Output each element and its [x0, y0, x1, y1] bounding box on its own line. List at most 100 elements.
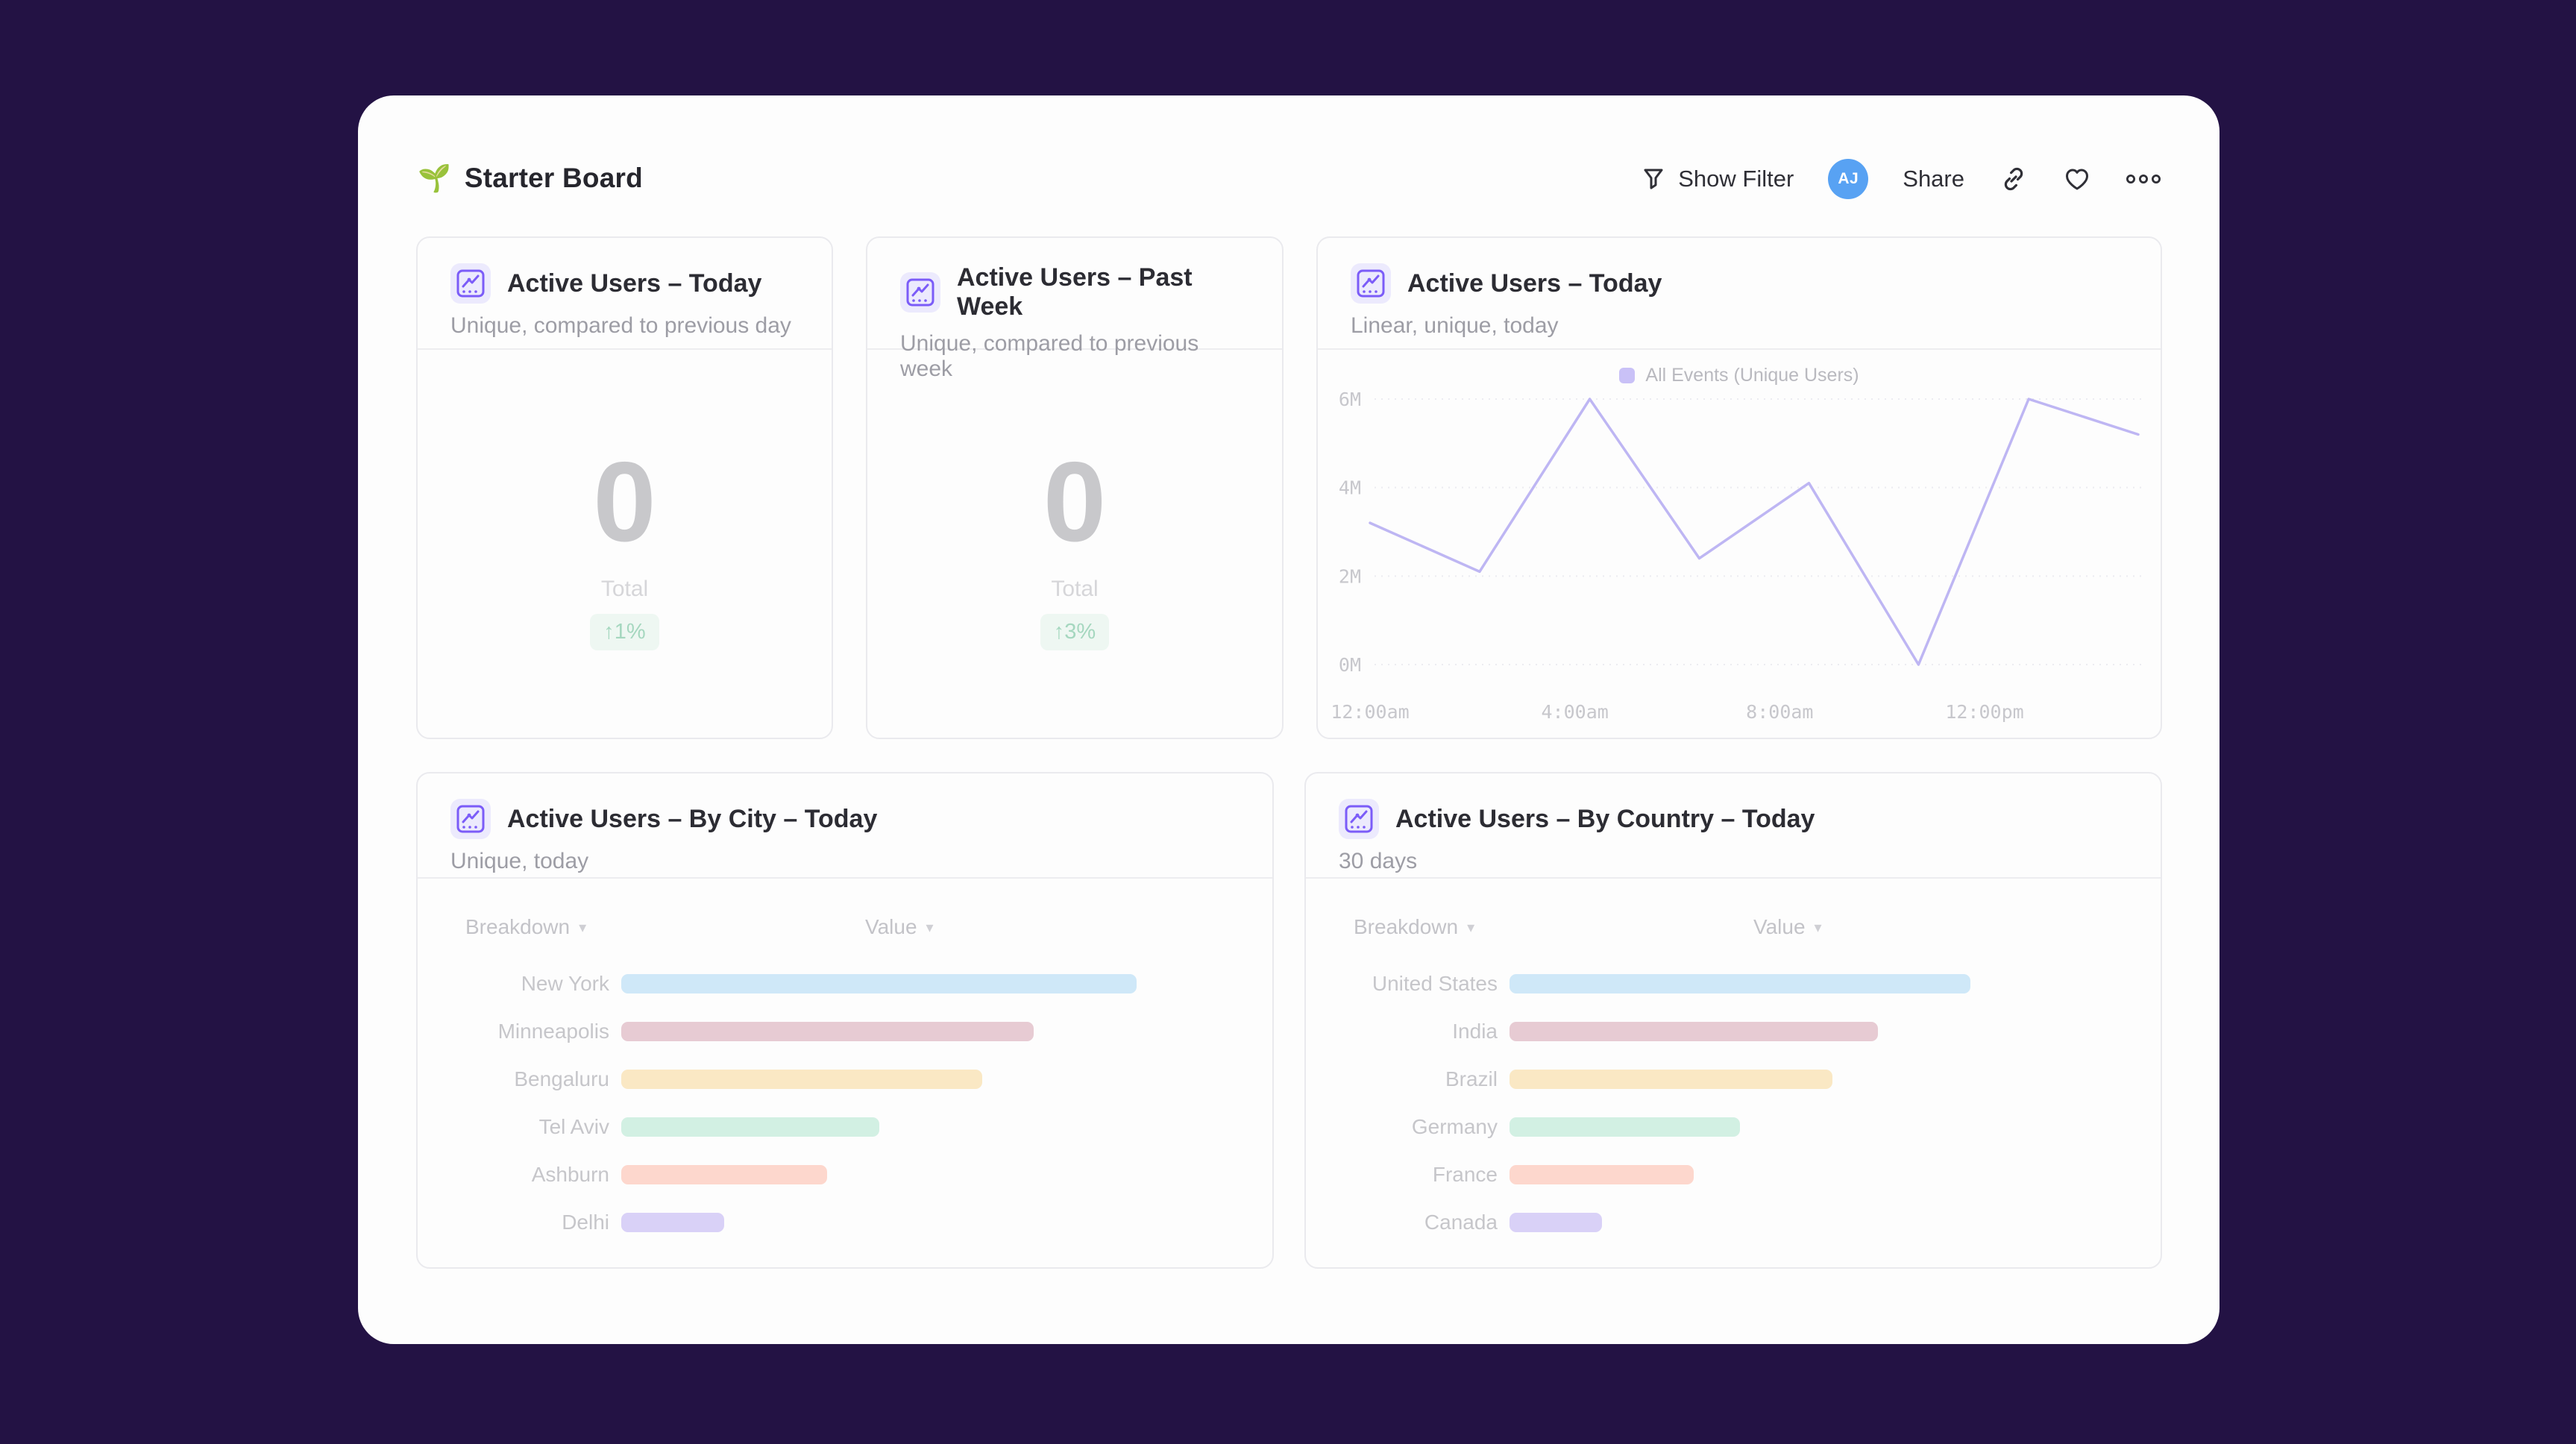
breakdown-row[interactable]: France [1306, 1151, 2116, 1199]
card-active-users-by-country[interactable]: Active Users – By Country – Today 30 day… [1304, 772, 2162, 1269]
value-column-dropdown[interactable]: Value ▾ [865, 915, 934, 939]
card-subtitle: Unique, compared to previous week [900, 331, 1199, 381]
breakdown-bar [621, 1070, 982, 1089]
chart-icon [900, 272, 940, 313]
value-column-label: Value [865, 915, 917, 938]
breakdown-row-label: Bengaluru [514, 1067, 609, 1090]
y-axis-tick: 4M [1339, 477, 1361, 499]
breakdown-row[interactable]: Bengaluru [418, 1055, 1228, 1103]
breakdown-column-dropdown[interactable]: Breakdown ▾ [1354, 915, 1474, 939]
breakdown-row-label: Brazil [1445, 1067, 1498, 1090]
breakdown-row[interactable]: New York [418, 960, 1228, 1008]
breakdown-row[interactable]: Brazil [1306, 1055, 2116, 1103]
card-header: Active Users – Today Unique, compared to… [418, 238, 832, 350]
board-toolbar: Show Filter AJ Share [1641, 157, 2161, 201]
breakdown-bar-track [1510, 1070, 2116, 1089]
breakdown-row[interactable]: India [1306, 1008, 2116, 1055]
breakdown-bar [1510, 1022, 1879, 1041]
share-button[interactable]: Share [1903, 166, 1964, 192]
line-chart-glyph [456, 805, 485, 833]
breakdown-bar [1510, 1213, 1602, 1232]
breakdown-row[interactable]: United States [1306, 960, 2116, 1008]
avatar[interactable]: AJ [1828, 159, 1869, 199]
breakdown-row-label: Delhi [562, 1211, 609, 1234]
breakdown-column-headers: Breakdown ▾ Value ▾ [1306, 915, 2161, 947]
chart-legend: All Events (Unique Users) [1318, 365, 2161, 386]
show-filter-button[interactable]: Show Filter [1641, 166, 1794, 192]
breakdown-bar-track [621, 1213, 1228, 1232]
line-chart-glyph [456, 269, 485, 298]
copy-link-button[interactable] [1999, 164, 2029, 194]
breakdown-row-label: Ashburn [531, 1163, 609, 1186]
card-title: Active Users – By Country – Today [1395, 804, 1815, 833]
breakdown-row[interactable]: Delhi [418, 1199, 1228, 1246]
chevron-down-icon: ▾ [579, 919, 587, 936]
breakdown-row[interactable]: Canada [1306, 1199, 2116, 1246]
more-options-button[interactable] [2126, 173, 2161, 185]
chevron-down-icon: ▾ [926, 919, 934, 936]
breakdown-column-label: Breakdown [1354, 915, 1459, 938]
stat-delta-badge: ↑1% [590, 614, 659, 650]
card-active-users-today[interactable]: Active Users – Today Unique, compared to… [416, 236, 833, 739]
chevron-down-icon: ▾ [1814, 919, 1822, 936]
card-title: Active Users – Past Week [957, 263, 1193, 321]
funnel-filter-icon [1644, 169, 1663, 189]
legend-swatch [1619, 368, 1636, 383]
country-breakdown-rows: United States India Brazil Germany France Can… [1306, 960, 2116, 1246]
more-ellipsis-icon [2126, 175, 2161, 183]
x-axis-tick: 12:00am [1331, 701, 1409, 723]
seedling-icon: 🌱 [418, 163, 451, 193]
value-column-dropdown[interactable]: Value ▾ [1753, 915, 1822, 939]
breakdown-bar-track [621, 1117, 1228, 1137]
stat-body: 0 Total ↑3% [867, 350, 1282, 650]
card-subtitle: Unique, compared to previous day [450, 313, 791, 338]
breakdown-row-label: Minneapolis [497, 1020, 609, 1043]
breakdown-row[interactable]: Germany [1306, 1103, 2116, 1151]
board-header: 🌱 Starter Board [418, 163, 643, 194]
breakdown-column-dropdown[interactable]: Breakdown ▾ [465, 915, 586, 939]
x-axis-tick: 8:00am [1746, 701, 1813, 723]
breakdown-row-label: United States [1372, 972, 1498, 995]
stat-label: Total [1051, 577, 1099, 601]
breakdown-bar [1510, 1070, 1832, 1089]
line-chart-glyph [906, 278, 934, 307]
breakdown-column-label: Breakdown [465, 915, 571, 938]
card-subtitle: Unique, today [450, 849, 589, 873]
breakdown-bar-track [1510, 1165, 2116, 1184]
show-filter-label: Show Filter [1678, 166, 1794, 192]
card-title: Active Users – Today [507, 269, 762, 298]
card-active-users-by-city[interactable]: Active Users – By City – Today Unique, t… [416, 772, 1274, 1269]
breakdown-column-headers: Breakdown ▾ Value ▾ [418, 915, 1272, 947]
breakdown-bar-track [1510, 1213, 2116, 1232]
chart-icon [450, 799, 491, 839]
breakdown-bar-track [621, 1165, 1228, 1184]
breakdown-row[interactable]: Minneapolis [418, 1008, 1228, 1055]
breakdown-row-label: Tel Aviv [538, 1115, 609, 1138]
x-axis-tick: 12:00pm [1945, 701, 2023, 723]
favorite-button[interactable] [2063, 166, 2091, 192]
page-title: Starter Board [464, 163, 643, 193]
breakdown-bar [621, 1022, 1034, 1041]
card-active-users-past-week[interactable]: Active Users – Past Week Unique, compare… [866, 236, 1284, 739]
card-header: Active Users – By City – Today Unique, t… [418, 773, 1272, 879]
stat-delta-badge: ↑3% [1040, 614, 1110, 650]
breakdown-row[interactable]: Ashburn [418, 1151, 1228, 1199]
chart-icon [1351, 263, 1391, 304]
card-active-users-line-chart[interactable]: Active Users – Today Linear, unique, tod… [1316, 236, 2162, 739]
card-title: Active Users – Today [1407, 269, 1662, 298]
breakdown-row-label: France [1432, 1163, 1498, 1186]
breakdown-bar-track [1510, 1022, 2116, 1041]
heart-icon [2066, 169, 2088, 190]
card-header: Active Users – Today Linear, unique, tod… [1318, 238, 2161, 350]
line-chart-glyph [1357, 269, 1385, 298]
chevron-down-icon: ▾ [1467, 919, 1475, 936]
breakdown-row[interactable]: Tel Aviv [418, 1103, 1228, 1151]
stat-value: 0 [593, 439, 656, 565]
value-column-label: Value [1753, 915, 1806, 938]
breakdown-bar-track [621, 974, 1228, 993]
line-chart-area: All Events (Unique Users) 0M 2M 4M 6M 12:00a… [1318, 351, 2161, 738]
breakdown-bar-track [621, 1070, 1228, 1089]
x-axis-tick: 4:00am [1542, 701, 1609, 723]
breakdown-bar-track [1510, 1117, 2116, 1137]
stat-value: 0 [1043, 439, 1107, 565]
